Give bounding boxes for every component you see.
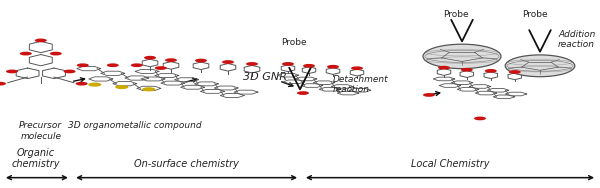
- Circle shape: [142, 87, 155, 91]
- Text: Precursor
molecule: Precursor molecule: [19, 121, 62, 141]
- Circle shape: [115, 85, 128, 89]
- Circle shape: [165, 58, 177, 62]
- Circle shape: [474, 117, 486, 120]
- Circle shape: [303, 64, 315, 68]
- Circle shape: [50, 52, 62, 55]
- Circle shape: [6, 70, 18, 73]
- Circle shape: [195, 59, 207, 62]
- Circle shape: [509, 70, 521, 74]
- Text: 3D GNR: 3D GNR: [243, 72, 287, 82]
- Circle shape: [461, 68, 473, 72]
- Circle shape: [351, 66, 363, 70]
- Circle shape: [77, 63, 89, 67]
- Circle shape: [246, 62, 258, 66]
- Circle shape: [423, 93, 435, 97]
- Text: Probe: Probe: [443, 10, 469, 19]
- Circle shape: [505, 55, 575, 77]
- Circle shape: [0, 82, 6, 86]
- Text: Local Chemistry: Local Chemistry: [411, 159, 489, 169]
- Circle shape: [20, 52, 32, 55]
- Circle shape: [327, 65, 339, 69]
- Text: Probe: Probe: [523, 10, 548, 19]
- Circle shape: [107, 63, 119, 67]
- Circle shape: [35, 39, 47, 42]
- Text: Probe: Probe: [281, 38, 307, 47]
- Circle shape: [144, 56, 156, 60]
- Circle shape: [438, 66, 450, 70]
- Text: On-surface chemistry: On-surface chemistry: [134, 159, 238, 169]
- Circle shape: [423, 44, 501, 69]
- Circle shape: [131, 63, 143, 67]
- Text: 3D organometallic compound: 3D organometallic compound: [68, 121, 202, 130]
- Circle shape: [222, 60, 234, 64]
- Text: Detachment
reaction: Detachment reaction: [333, 75, 389, 94]
- Circle shape: [76, 82, 88, 86]
- Circle shape: [297, 91, 309, 95]
- Text: Organic
chemistry: Organic chemistry: [12, 148, 60, 169]
- Circle shape: [88, 83, 101, 87]
- Text: Addition
reaction: Addition reaction: [558, 30, 595, 49]
- Circle shape: [282, 62, 294, 66]
- Circle shape: [64, 70, 76, 73]
- Circle shape: [155, 66, 167, 70]
- Circle shape: [485, 69, 497, 73]
